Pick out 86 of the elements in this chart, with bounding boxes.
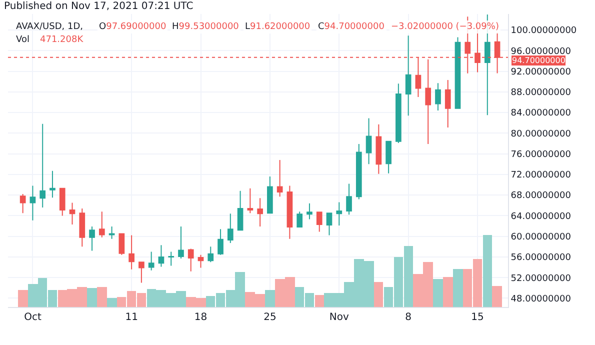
- bar: [374, 282, 383, 307]
- candlestick: [168, 251, 174, 266]
- y-tick-label: 52.00000000: [510, 274, 572, 284]
- candlestick: [118, 233, 125, 256]
- y-tick-label: 88.00000000: [510, 88, 572, 98]
- bar: [107, 298, 117, 307]
- x-tick-label: 18: [194, 312, 208, 323]
- candlestick: [444, 80, 451, 128]
- candlestick: [20, 194, 26, 214]
- bar: [443, 277, 453, 307]
- x-tick-label: 15: [471, 312, 484, 323]
- candlestick: [188, 248, 194, 272]
- bar: [453, 269, 463, 307]
- candlestick: [218, 228, 224, 256]
- candlestick: [267, 176, 273, 214]
- bar: [97, 287, 107, 307]
- candlestick: [79, 208, 86, 248]
- x-tick-label: 11: [125, 312, 138, 323]
- x-tick-label: 8: [405, 312, 412, 323]
- candlestick: [208, 246, 214, 263]
- bar: [18, 290, 28, 307]
- candlestick: [376, 124, 382, 174]
- candlestick: [286, 185, 293, 240]
- chart-title: Vol: [16, 35, 30, 45]
- candlestick: [247, 188, 254, 214]
- candlestick: [386, 140, 392, 174]
- candlestick: [178, 226, 184, 260]
- ref-line-label: 94.70000000: [512, 56, 566, 65]
- y-tick-label: 56.00000000: [510, 253, 572, 264]
- bar: [483, 235, 492, 307]
- text: AVAX/USD, 1D,: [16, 22, 83, 32]
- candlestick: [276, 159, 283, 198]
- candlestick: [40, 123, 46, 208]
- annotation: L91.62000000: [245, 22, 310, 32]
- candlestick: [396, 83, 402, 144]
- x-tick-label: Oct: [24, 312, 42, 323]
- y-tick-label: 96.00000000: [510, 46, 572, 57]
- candlestick: [69, 202, 76, 225]
- candlestick: [296, 211, 303, 228]
- candlestick: [336, 202, 342, 226]
- candlestick: [59, 188, 66, 216]
- candlestick: [435, 82, 441, 111]
- y-tick-label: 92.00000000: [510, 67, 572, 78]
- candlestick: [405, 35, 412, 116]
- y-tick-label: 72.00000000: [510, 170, 572, 181]
- annotation: 471.208K: [40, 35, 84, 45]
- x-tick-label: Nov: [329, 312, 349, 323]
- y-tick-label: 60.00000000: [510, 232, 572, 242]
- annotation: H99.53000000: [172, 22, 240, 32]
- y-tick-label: 68.00000000: [510, 191, 572, 202]
- candlestick: [356, 143, 362, 200]
- candlestick: [316, 212, 322, 232]
- bar: [87, 288, 97, 307]
- x-tick-label: 25: [264, 312, 276, 323]
- bar: [492, 286, 502, 307]
- candlestick: [158, 244, 164, 268]
- bar: [265, 290, 275, 307]
- candlestick: [454, 36, 461, 110]
- annotation: −3.02000000 (−3.09%): [391, 22, 499, 32]
- candlestick: [227, 213, 234, 244]
- candlestick: [138, 262, 144, 284]
- candlestick: [98, 211, 105, 238]
- candlestick: [30, 185, 36, 221]
- annotation: O97.69000000: [99, 22, 166, 32]
- bar: [433, 279, 443, 307]
- bar: [315, 295, 324, 307]
- y-tick-label: 64.00000000: [510, 212, 572, 222]
- candlestick: [198, 254, 204, 268]
- candlestick: [128, 234, 134, 270]
- chart-subtitle: Published on Nov 17, 2021 07:21 UTC: [4, 1, 194, 12]
- candlestick: [257, 198, 263, 228]
- y-tick-label: 48.00000000: [510, 294, 572, 304]
- candlestick: [366, 118, 372, 165]
- y-tick-label: 76.00000000: [510, 150, 572, 160]
- candlestick: [326, 212, 332, 236]
- y-tick-label: 100.00000000: [510, 26, 577, 36]
- candlestick: [148, 251, 154, 271]
- y-tick-label: 84.00000000: [510, 108, 572, 119]
- candlestick: [89, 226, 95, 252]
- annotation: C94.70000000: [318, 22, 385, 32]
- y-tick-label: 80.00000000: [510, 129, 572, 140]
- candlestick: [346, 183, 352, 216]
- candlestick: [306, 202, 312, 220]
- candlestick: [50, 170, 56, 198]
- candlestick: [237, 190, 244, 231]
- candlestick: [108, 226, 115, 240]
